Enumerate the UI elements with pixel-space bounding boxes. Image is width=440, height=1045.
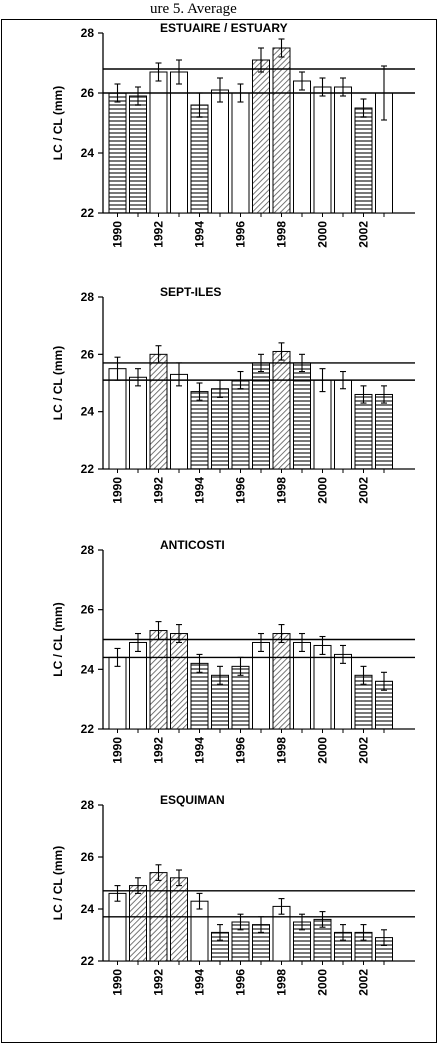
bar-1997: [252, 641, 270, 730]
x-tick-label: 1994: [193, 221, 207, 248]
bar-1993: [170, 373, 188, 470]
y-tick-label: 26: [81, 347, 95, 361]
x-tick-label: 1998: [275, 969, 289, 996]
y-tick-label: 22: [81, 462, 95, 476]
figure-frame: [1, 19, 437, 1043]
chart-title: SEPT-ILES: [160, 285, 221, 299]
bar-1993: [170, 633, 188, 730]
x-tick-label: 1998: [275, 477, 289, 504]
x-tick-label: 1996: [234, 221, 248, 248]
chart-panel-4: 22 24 26 28 LC / CL (mm) ESQUIMAN 1990 1992 1994…: [51, 793, 415, 996]
y-tick-label: 26: [81, 603, 95, 617]
bar-1990: [108, 892, 127, 962]
bar-1990: [108, 656, 127, 730]
bar-1998: [272, 47, 291, 214]
x-tick-label: 2002: [357, 221, 371, 248]
chart-panel-3: 22 24 26 28 LC / CL (mm) ANTICOSTI 1990 1992 199…: [51, 538, 415, 764]
x-tick-label: 1990: [111, 221, 125, 248]
bar-1996: [231, 92, 250, 214]
x-tick-label: 1996: [234, 477, 248, 504]
x-tick-label: 1992: [152, 477, 166, 504]
bar-1991: [129, 376, 147, 470]
bar-1998: [272, 350, 291, 470]
bar-1991: [129, 641, 147, 730]
chart-panel-1: 22 24 26 28 LC / CL (mm) ESTUAIRE / ESTUARY 19…: [51, 21, 415, 248]
bar-1997: [252, 59, 270, 214]
bar-1996: [231, 379, 250, 470]
y-tick-label: 24: [81, 405, 95, 419]
bar-1994: [190, 391, 209, 470]
y-axis-label: LC / CL (mm): [51, 86, 65, 160]
y-tick-label: 22: [81, 954, 95, 968]
y-tick-label: 24: [81, 146, 95, 160]
bar-1994: [190, 104, 209, 214]
x-tick-label: 1994: [193, 477, 207, 504]
x-tick-label: 2000: [316, 477, 330, 504]
chart-panel-2: 22 24 26 28 LC / CL (mm) SEPT-ILES 1990 1992 199…: [51, 285, 415, 504]
y-axis-label: LC / CL (mm): [51, 846, 65, 920]
bar-1991: [129, 95, 147, 214]
x-tick-label: 1996: [234, 969, 248, 996]
y-axis-label: LC / CL (mm): [51, 602, 65, 676]
x-tick-label: 1994: [193, 737, 207, 764]
bar-2000: [313, 379, 332, 470]
x-tick-label: 1990: [111, 737, 125, 764]
x-tick-label: 2002: [357, 477, 371, 504]
bar-1990: [108, 368, 127, 470]
bar-1999: [293, 641, 311, 730]
y-tick-label: 28: [81, 26, 95, 40]
bar-2001: [334, 379, 352, 470]
bar-1992: [149, 630, 168, 730]
y-tick-label: 26: [81, 86, 95, 100]
bar-1999: [293, 362, 311, 470]
y-tick-label: 24: [81, 902, 95, 916]
x-tick-label: 2002: [357, 737, 371, 764]
bar-1995: [211, 388, 229, 470]
bar-2003: [375, 393, 393, 470]
x-tick-label: 1992: [152, 221, 166, 248]
x-tick-label: 2002: [357, 969, 371, 996]
chart-title: ANTICOSTI: [160, 538, 225, 552]
y-tick-label: 28: [81, 798, 95, 812]
bar-2001: [334, 86, 352, 214]
chart-title: ESTUAIRE / ESTUARY: [160, 21, 288, 35]
y-tick-label: 28: [81, 290, 95, 304]
y-tick-label: 22: [81, 722, 95, 736]
bar-1992: [149, 353, 168, 470]
x-tick-label: 1990: [111, 969, 125, 996]
y-tick-label: 22: [81, 206, 95, 220]
bar-1991: [129, 885, 147, 962]
x-tick-label: 2000: [316, 969, 330, 996]
x-tick-label: 1998: [275, 221, 289, 248]
x-tick-label: 1994: [193, 969, 207, 996]
y-tick-label: 24: [81, 662, 95, 676]
x-tick-label: 1996: [234, 737, 248, 764]
bar-1995: [211, 89, 229, 214]
bar-1999: [293, 80, 311, 214]
x-tick-label: 2000: [316, 221, 330, 248]
chart-title: ESQUIMAN: [160, 793, 225, 807]
y-tick-label: 26: [81, 850, 95, 864]
bar-1990: [108, 92, 127, 214]
bar-1994: [190, 662, 209, 730]
bar-1994: [190, 900, 209, 962]
bar-2002: [354, 393, 373, 470]
x-tick-label: 1998: [275, 737, 289, 764]
bar-2002: [354, 107, 373, 214]
bar-2000: [313, 86, 332, 214]
caption-fragment: ure 5. Average: [150, 1, 237, 17]
bar-1997: [252, 362, 270, 470]
x-tick-label: 1992: [152, 737, 166, 764]
y-tick-label: 28: [81, 543, 95, 557]
bar-2001: [334, 653, 352, 730]
x-tick-label: 1992: [152, 969, 166, 996]
y-axis-label: LC / CL (mm): [51, 346, 65, 420]
bar-1998: [272, 633, 291, 730]
x-tick-label: 1990: [111, 477, 125, 504]
x-tick-label: 2000: [316, 737, 330, 764]
